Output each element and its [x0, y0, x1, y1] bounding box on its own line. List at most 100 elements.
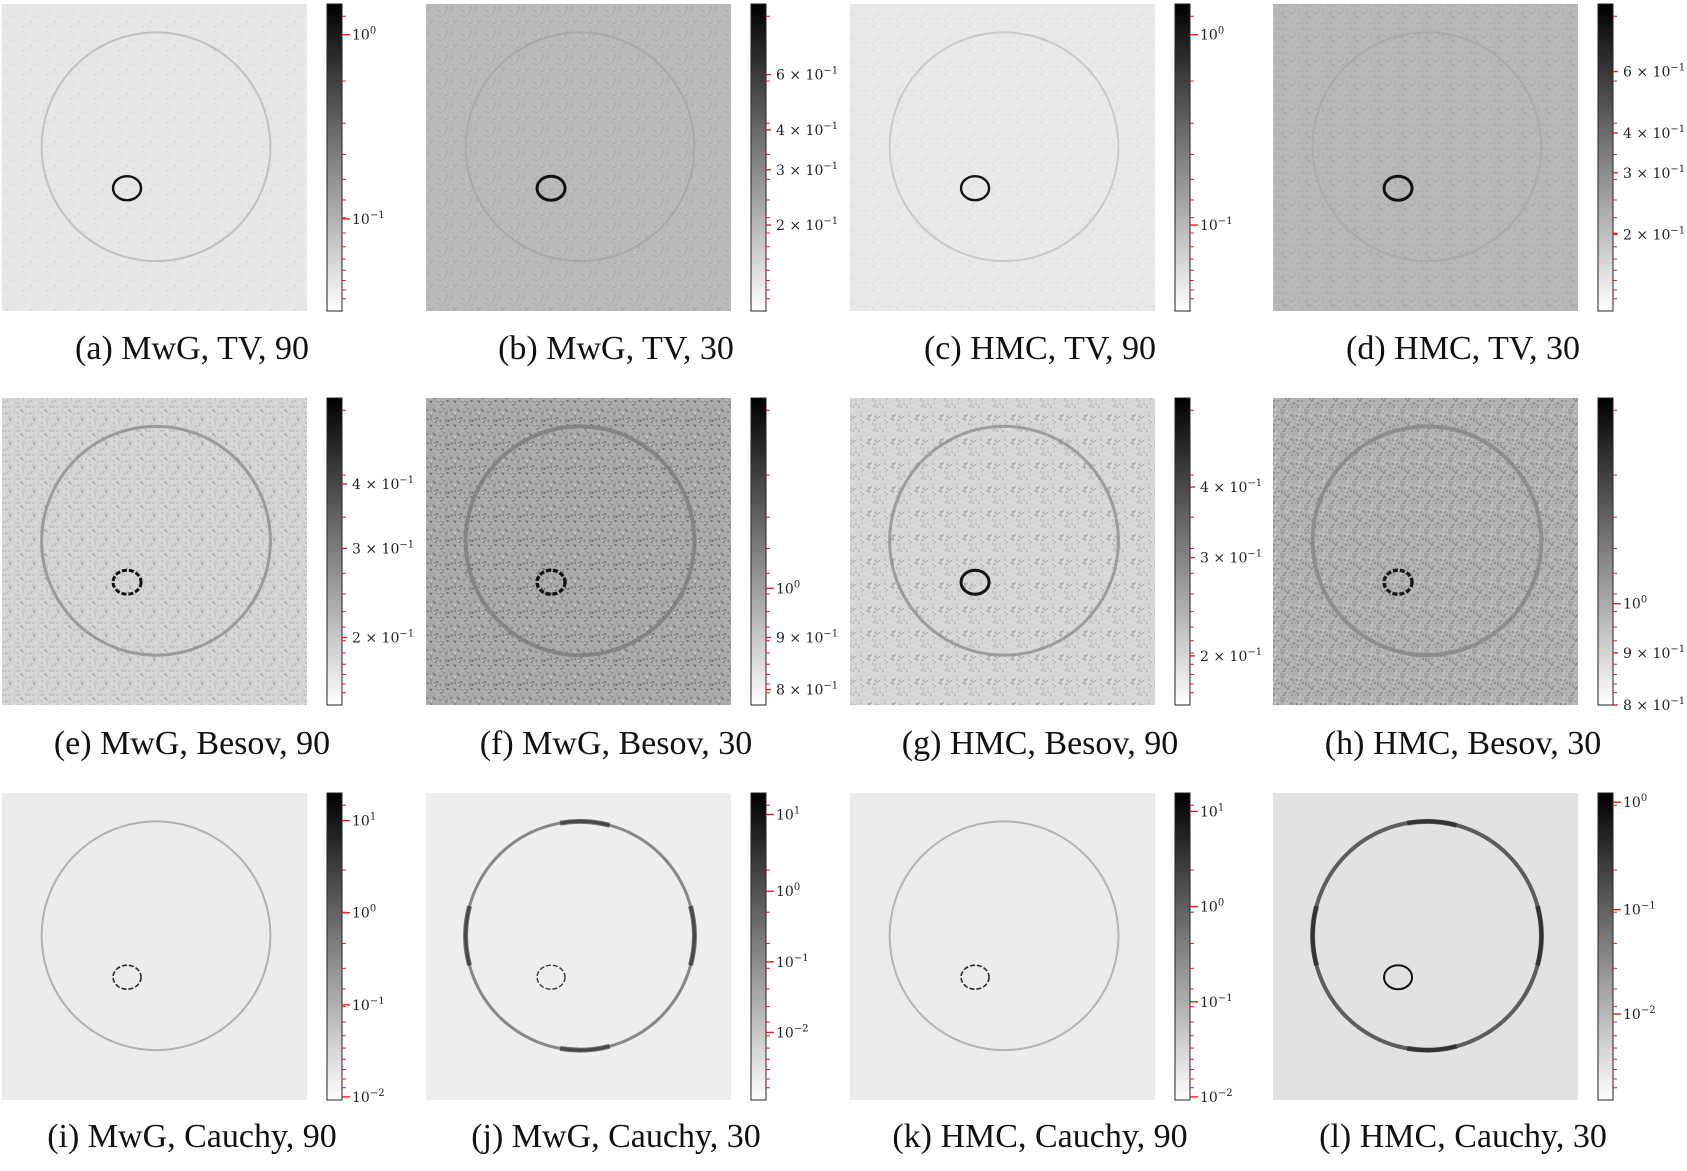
ring-edge-arc	[688, 905, 697, 967]
colorbar-tick-label: 10−1	[352, 996, 385, 1014]
panel-i: 101 100 10−1 10−2	[2, 792, 385, 1106]
inner-ellipse	[959, 174, 991, 202]
colorbar-tick-label: 4 × 10−1	[1200, 478, 1262, 496]
colorbar	[1174, 397, 1191, 706]
colorbar	[1597, 397, 1614, 706]
colorbar-tick-label: 100	[1623, 595, 1647, 613]
colorbar-tick-label: 10−1	[1200, 993, 1233, 1011]
reconstruction-image	[2, 4, 307, 311]
panel-k: 101 100 10−1 10−2	[850, 792, 1233, 1106]
panel-caption: (i) MwG, Cauchy, 90	[47, 1118, 337, 1155]
colorbar-tick-label: 2 × 10−1	[352, 628, 414, 646]
ring-edge-arc	[1406, 1043, 1458, 1053]
colorbar-tick-label: 100	[352, 904, 376, 922]
panel-j: 101 100 10−1 10−2	[426, 792, 809, 1101]
outer-ring	[40, 820, 272, 1052]
inner-ellipse	[1382, 568, 1414, 596]
outer-ring	[888, 424, 1120, 657]
colorbar-tick-label: 3 × 10−1	[776, 161, 838, 179]
colorbar-tick-label: 3 × 10−1	[1200, 549, 1262, 567]
reconstruction-image	[1273, 4, 1578, 311]
colorbar-tick-label: 4 × 10−1	[352, 475, 414, 493]
colorbar-tick-label: 101	[776, 805, 800, 823]
panel-e: 4 × 10−1 3 × 10−1 2 × 10−1	[2, 397, 414, 706]
colorbar	[326, 3, 343, 312]
reconstruction-image	[1273, 398, 1578, 705]
outer-ring	[1310, 424, 1544, 658]
panel-g: 4 × 10−1 3 × 10−1 2 × 10−1	[850, 397, 1262, 706]
panel-d: 6 × 10−1 4 × 10−1 3 × 10−1 2 × 10−1	[1273, 3, 1685, 312]
ring-edge-arc	[559, 818, 611, 828]
colorbar-tick-label: 3 × 10−1	[1623, 164, 1685, 182]
panel-caption: (b) MwG, TV, 30	[498, 330, 734, 367]
reconstruction-image	[426, 793, 731, 1100]
colorbar	[750, 397, 767, 706]
colorbar-tick-label: 2 × 10−1	[1623, 225, 1685, 243]
inner-ellipse	[111, 568, 143, 596]
reconstruction-image	[2, 398, 307, 705]
colorbar	[750, 3, 767, 312]
reconstruction-image	[850, 4, 1155, 311]
panel-l: 100 10−1 10−2	[1273, 792, 1656, 1101]
colorbar-tick-label: 10−2	[352, 1088, 385, 1106]
ring-edge-arc	[1310, 905, 1319, 967]
inner-ellipse	[1382, 174, 1414, 202]
colorbar-tick-label: 4 × 10−1	[1623, 124, 1685, 142]
colorbar-tick-label: 100	[1200, 26, 1224, 44]
colorbar-tick-label: 100	[352, 26, 376, 44]
panel-caption: (j) MwG, Cauchy, 30	[471, 1118, 761, 1155]
colorbar-tick-label: 4 × 10−1	[776, 121, 838, 139]
colorbar-tick-label: 10−1	[776, 953, 809, 971]
colorbar	[326, 397, 343, 706]
panel-b: 6 × 10−1 4 × 10−1 3 × 10−1 2 × 10−1	[426, 3, 838, 312]
colorbar-tick-label: 100	[776, 579, 800, 597]
colorbar-tick-label: 3 × 10−1	[352, 539, 414, 557]
inner-ellipse	[960, 964, 990, 991]
colorbar-tick-label: 100	[1200, 898, 1224, 916]
panel-f: 100 9 × 10−1 8 × 10−1	[426, 397, 838, 706]
panel-caption: (f) MwG, Besov, 30	[479, 725, 753, 762]
inner-ellipse	[535, 568, 567, 596]
colorbar	[1174, 792, 1191, 1101]
reconstruction-image	[426, 4, 731, 311]
reconstruction-image	[850, 398, 1155, 705]
colorbar-tick-label: 100	[1623, 793, 1647, 811]
ring-edge-arc	[1535, 905, 1544, 967]
inner-ellipse	[536, 964, 566, 990]
panel-c: 100 10−1	[850, 3, 1233, 312]
panel-caption: (k) HMC, Cauchy, 90	[892, 1118, 1188, 1155]
panel-caption: (c) HMC, TV, 90	[923, 330, 1157, 367]
panel-caption: (h) HMC, Besov, 30	[1324, 725, 1602, 762]
colorbar-tick-label: 101	[352, 812, 376, 830]
panel-h: 100 9 × 10−1 8 × 10−1	[1273, 397, 1685, 714]
ring-edge-arc	[1406, 818, 1458, 828]
reconstruction-image	[850, 793, 1155, 1100]
colorbar-tick-label: 2 × 10−1	[776, 216, 838, 234]
inner-ellipse	[1383, 964, 1414, 991]
colorbar-tick-label: 8 × 10−1	[776, 681, 838, 699]
colorbar-tick-label: 9 × 10−1	[1623, 644, 1685, 662]
outer-ring	[1311, 31, 1543, 263]
inner-ellipse	[959, 568, 991, 596]
panel-a: 100 10−1	[2, 3, 385, 312]
reconstruction-image	[426, 398, 731, 705]
colorbar	[326, 792, 343, 1101]
outer-ring	[888, 31, 1120, 263]
ring-edge-arc	[559, 1043, 611, 1053]
ring-edge-arc	[463, 905, 472, 967]
colorbar	[750, 792, 767, 1101]
colorbar-tick-label: 10−1	[1623, 901, 1656, 919]
colorbar-tick-label: 10−2	[1623, 1005, 1656, 1023]
panel-caption: (e) MwG, Besov, 90	[53, 725, 331, 762]
reconstruction-image	[1273, 793, 1578, 1100]
colorbar-tick-label: 9 × 10−1	[776, 628, 838, 646]
colorbar-tick-label: 8 × 10−1	[1623, 696, 1685, 714]
outer-ring	[888, 820, 1120, 1052]
colorbar-tick-label: 10−2	[776, 1023, 809, 1041]
colorbar-tick-label: 6 × 10−1	[1623, 63, 1685, 81]
outer-ring	[464, 31, 696, 263]
outer-ring	[40, 31, 272, 263]
inner-ellipse	[112, 964, 142, 991]
